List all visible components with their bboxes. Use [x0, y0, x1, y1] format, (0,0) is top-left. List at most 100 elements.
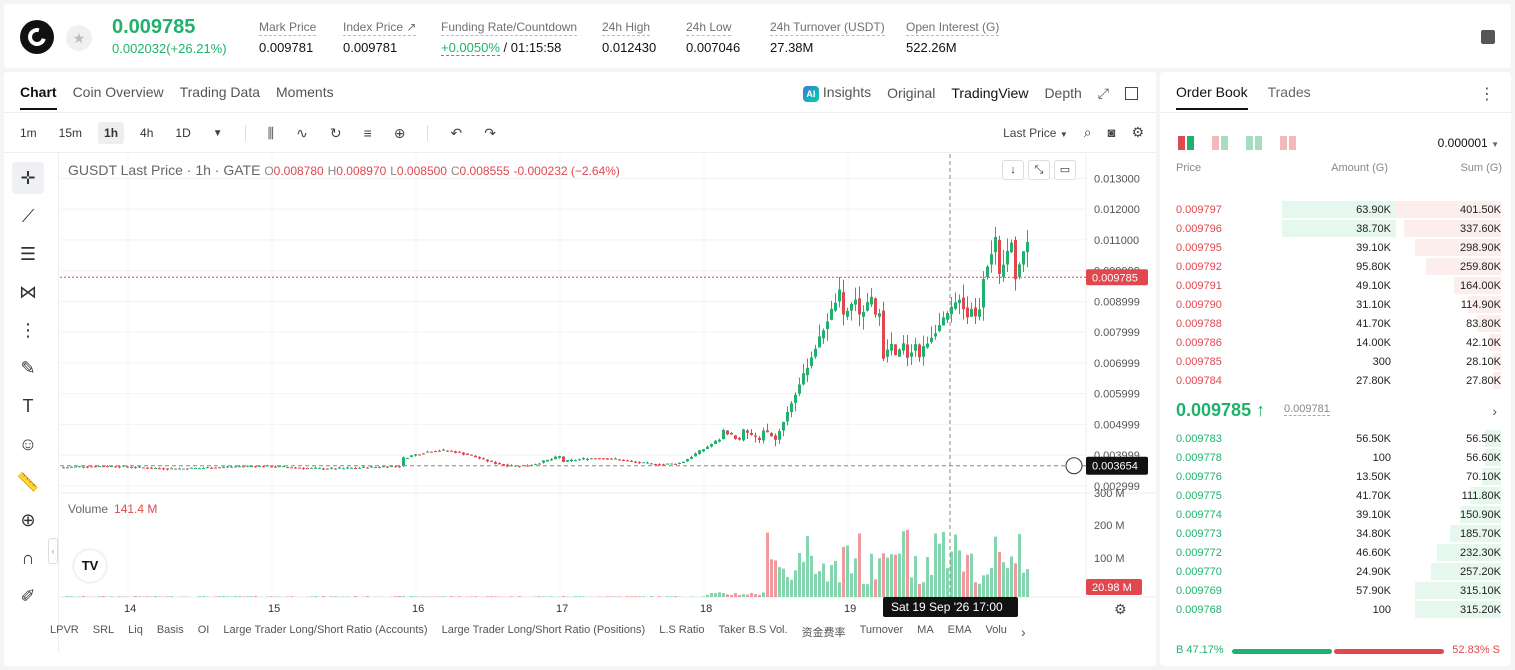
templates-icon[interactable]: ≡: [363, 125, 372, 141]
scroll-down-icon[interactable]: ↓: [1002, 160, 1024, 180]
indicator-tab[interactable]: EMA: [947, 624, 972, 636]
indicator-tab[interactable]: Volu: [985, 624, 1007, 636]
search-icon[interactable]: ⌕: [1083, 124, 1092, 140]
brush-icon[interactable]: ✎: [20, 357, 36, 378]
asks-only-icon[interactable]: [1280, 136, 1296, 150]
interval-1m[interactable]: 1m: [20, 126, 37, 140]
ask-row[interactable]: 0.009785 300 28.10K: [1160, 352, 1511, 371]
bid-row[interactable]: 0.009768 100 315.20K: [1160, 600, 1511, 619]
ask-row[interactable]: 0.009795 39.10K 298.90K: [1160, 238, 1511, 257]
indicator-tab[interactable]: MA: [917, 624, 934, 636]
ask-row[interactable]: 0.009796 38.70K 337.60K: [1160, 219, 1511, 238]
tab-depth[interactable]: Depth: [1044, 85, 1082, 101]
collapse-toolbar-button[interactable]: ‹: [48, 538, 58, 564]
collapse-icon[interactable]: ⤡: [1028, 160, 1050, 180]
candle-type-icon[interactable]: ⫼: [267, 124, 275, 141]
bid-row[interactable]: 0.009775 41.70K 111.80K: [1160, 486, 1511, 505]
ruler-icon[interactable]: 📏: [16, 471, 40, 492]
tab-trading-data[interactable]: Trading Data: [179, 84, 261, 100]
chart-legend: GUSDT Last Price · 1h · GATE O0.008780 H…: [68, 162, 620, 178]
magnet-icon[interactable]: ∩: [21, 547, 35, 568]
emoji-icon[interactable]: ☺: [18, 433, 38, 454]
tab-coin-overview[interactable]: Coin Overview: [72, 84, 164, 100]
guide-book-icon[interactable]: [1481, 30, 1495, 44]
undo-icon[interactable]: ↶: [450, 124, 463, 141]
bid-row[interactable]: 0.009776 13.50K 70.10K: [1160, 467, 1511, 486]
add-alert-icon[interactable]: ⊕: [393, 124, 406, 141]
bid-row[interactable]: 0.009783 56.50K 56.50K: [1160, 429, 1511, 448]
indicator-tab[interactable]: Large Trader Long/Short Ratio (Positions…: [441, 624, 646, 636]
favorite-star-icon[interactable]: ★: [66, 25, 92, 51]
price-chart[interactable]: 0.0130000.0120000.0110000.0099990.008999…: [4, 72, 1156, 666]
stat-label[interactable]: Open Interest (G): [906, 20, 1000, 36]
ask-row[interactable]: 0.009797 63.90K 401.50K: [1160, 200, 1511, 219]
chevron-right-icon[interactable]: ›: [1492, 403, 1497, 419]
ask-row[interactable]: 0.009788 41.70K 83.80K: [1160, 314, 1511, 333]
indicator-tab[interactable]: Large Trader Long/Short Ratio (Accounts): [223, 624, 428, 636]
expand-icon[interactable]: ⤢: [1097, 84, 1109, 101]
interval-dropdown-icon[interactable]: ▼: [212, 127, 223, 139]
settings-gear-icon[interactable]: ⚙: [1131, 124, 1144, 140]
ask-row[interactable]: 0.009784 27.80K 27.80K: [1160, 371, 1511, 390]
stat-label[interactable]: Index Price ↗: [343, 20, 417, 36]
ask-row[interactable]: 0.009792 95.80K 259.80K: [1160, 257, 1511, 276]
tab-original[interactable]: Original: [887, 85, 936, 101]
tab-order-book[interactable]: Order Book: [1176, 84, 1248, 110]
indicator-tab[interactable]: Liq: [128, 624, 143, 636]
indicator-tab[interactable]: Taker B.S Vol.: [718, 624, 788, 636]
indicator-tab[interactable]: L.S Ratio: [659, 624, 705, 636]
interval-1h[interactable]: 1h: [98, 122, 125, 144]
ask-row[interactable]: 0.009791 49.10K 164.00K: [1160, 276, 1511, 295]
indicator-tab[interactable]: SRL: [92, 624, 115, 636]
bid-row[interactable]: 0.009769 57.90K 315.10K: [1160, 581, 1511, 600]
ask-row[interactable]: 0.009790 31.10K 114.90K: [1160, 295, 1511, 314]
bids-only-icon[interactable]: [1246, 136, 1262, 150]
tradingview-logo[interactable]: TV: [74, 550, 106, 582]
window-icon[interactable]: [1125, 86, 1138, 100]
interval-15m[interactable]: 15m: [58, 126, 83, 140]
bid-row[interactable]: 0.009770 24.90K 257.20K: [1160, 562, 1511, 581]
tab-insights[interactable]: AI Insights: [802, 84, 871, 102]
indicator-tab[interactable]: Basis: [156, 624, 184, 636]
redo-icon[interactable]: ↷: [484, 124, 496, 141]
bid-row[interactable]: 0.009778 100 56.60K: [1160, 448, 1511, 467]
bid-row[interactable]: 0.009774 39.10K 150.90K: [1160, 505, 1511, 524]
interval-4h[interactable]: 4h: [140, 126, 154, 140]
indicator-tab[interactable]: LPVR: [50, 624, 79, 636]
tab-moments[interactable]: Moments: [276, 84, 334, 100]
indicator-tab[interactable]: Turnover: [859, 624, 904, 636]
fullscreen-icon[interactable]: ▭: [1054, 160, 1076, 180]
funding-rate-value[interactable]: +0.0050%: [441, 40, 500, 56]
tab-tradingview[interactable]: TradingView: [951, 85, 1029, 101]
indicator-tab[interactable]: 资金费率: [801, 627, 846, 639]
horizontal-lines-icon[interactable]: ☰: [19, 243, 37, 264]
price-type-select[interactable]: Last Price ▼: [1003, 126, 1068, 140]
stat-label[interactable]: Funding Rate/Countdown: [441, 20, 578, 36]
pencil-icon[interactable]: ✐: [20, 585, 36, 606]
camera-icon[interactable]: ◙: [1107, 125, 1116, 140]
tab-chart[interactable]: Chart: [20, 84, 57, 110]
chevron-right-icon[interactable]: ›: [1020, 624, 1026, 640]
buy-sell-icon[interactable]: [1212, 136, 1228, 150]
axis-settings-icon[interactable]: ⚙: [1114, 602, 1127, 618]
ask-row[interactable]: 0.009786 14.00K 42.10K: [1160, 333, 1511, 352]
bid-row[interactable]: 0.009772 46.60K 232.30K: [1160, 543, 1511, 562]
both-sides-icon[interactable]: [1178, 136, 1194, 150]
more-menu-icon[interactable]: ⋮: [1479, 86, 1495, 103]
bid-row[interactable]: 0.009773 34.80K 185.70K: [1160, 524, 1511, 543]
zoom-in-icon[interactable]: ⊕: [20, 509, 36, 530]
pattern-icon[interactable]: ⋈: [19, 281, 37, 302]
precision-select[interactable]: 0.000001 ▼: [1438, 136, 1499, 150]
refresh-icon[interactable]: ↻: [329, 124, 342, 141]
indicators-icon[interactable]: ∿: [296, 124, 308, 141]
interval-1d[interactable]: 1D: [175, 126, 191, 140]
fib-icon[interactable]: ⋮: [19, 319, 37, 340]
tab-trades[interactable]: Trades: [1267, 84, 1311, 100]
trendline-icon[interactable]: ⟋: [21, 205, 35, 226]
crosshair-icon[interactable]: ✛: [12, 162, 44, 194]
candle-body: [766, 430, 769, 433]
indicator-tab[interactable]: OI: [197, 624, 210, 636]
stat-label[interactable]: Mark Price: [259, 20, 317, 36]
text-tool-icon[interactable]: T: [22, 395, 34, 416]
candle-body: [262, 466, 265, 468]
